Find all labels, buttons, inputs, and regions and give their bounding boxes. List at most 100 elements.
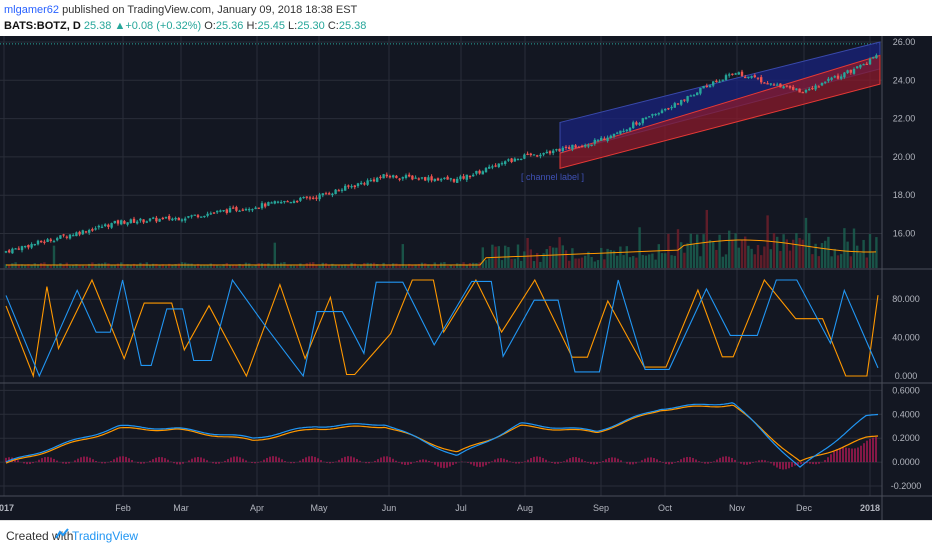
- candle-body: [248, 209, 251, 211]
- candle-body: [17, 248, 20, 250]
- candle-body: [491, 166, 494, 168]
- candle-body: [385, 174, 388, 177]
- tradingview-brand-link[interactable]: TradingView: [72, 529, 139, 543]
- candle-body: [465, 174, 468, 180]
- month-tick-label: Jun: [382, 503, 397, 513]
- volume-bar: [664, 253, 667, 268]
- last-price: 25.38: [83, 20, 112, 32]
- candle-body: [763, 82, 766, 84]
- candle-body: [184, 218, 187, 221]
- author-link[interactable]: mlgamer62: [4, 4, 60, 16]
- month-tick-label: 2017: [0, 503, 14, 513]
- candle-body: [276, 201, 280, 203]
- candle-body: [414, 177, 417, 179]
- volume-bar: [88, 263, 91, 268]
- candle-body: [545, 151, 548, 154]
- candle-body: [513, 158, 516, 162]
- volume-bar: [404, 265, 408, 268]
- candle-body: [27, 244, 30, 248]
- candle-body: [433, 178, 436, 182]
- candle-body: [625, 129, 628, 132]
- volume-bar: [68, 265, 72, 268]
- volume-bar: [142, 263, 145, 268]
- volume-bar: [376, 264, 379, 268]
- volume-bar: [72, 265, 75, 268]
- volume-bar: [788, 250, 792, 268]
- volume-bar: [353, 263, 356, 268]
- candle-body: [174, 217, 177, 220]
- volume-bar: [289, 264, 292, 268]
- volume-bar: [840, 254, 843, 268]
- candle-body: [65, 236, 68, 238]
- volume-bar: [430, 264, 433, 268]
- volume-bar: [564, 250, 568, 268]
- candle-body: [705, 85, 708, 88]
- volume-bar: [315, 264, 318, 268]
- candle-body: [43, 241, 46, 243]
- volume-bar: [686, 243, 689, 268]
- volume-bar: [763, 246, 766, 268]
- candle-body: [494, 165, 497, 167]
- volume-bar: [644, 255, 648, 268]
- volume-bar: [552, 247, 555, 268]
- candle-body: [443, 177, 446, 179]
- volume-bar: [411, 265, 414, 268]
- candle-body: [504, 161, 507, 164]
- month-tick-label: Apr: [250, 503, 264, 513]
- chart-canvas[interactable]: [ channel label ] 16.00 18.00 20.00 22.00 24…: [0, 36, 932, 520]
- published-text: published on TradingView.com, January 09…: [62, 4, 358, 16]
- volume-bar: [811, 254, 814, 268]
- volume-bar: [465, 265, 468, 268]
- candle-body: [606, 137, 609, 142]
- volume-bar: [539, 261, 542, 268]
- candle-body: [324, 193, 328, 195]
- candle-body: [270, 202, 273, 204]
- candle-body: [110, 223, 113, 228]
- candle-body: [283, 200, 286, 203]
- volume-bar: [603, 259, 606, 268]
- candle-body: [353, 185, 356, 188]
- candle-body: [337, 190, 340, 192]
- candle-body: [737, 72, 740, 75]
- candle-body: [84, 231, 88, 233]
- volume-bar: [219, 265, 222, 268]
- candle-body: [235, 207, 238, 211]
- candle-body: [280, 202, 283, 204]
- candle-body: [475, 170, 478, 174]
- candle-body: [430, 176, 433, 181]
- candle-body: [104, 224, 107, 227]
- month-tick-label: Aug: [517, 503, 533, 513]
- volume-bar: [638, 227, 641, 268]
- candle-body: [638, 122, 641, 125]
- candle-body: [356, 183, 360, 187]
- candle-body: [660, 110, 664, 113]
- candle-body: [555, 149, 558, 151]
- volume-bar: [699, 256, 702, 268]
- volume-bar: [737, 247, 740, 268]
- volume-bar: [260, 263, 264, 268]
- volume-bar: [132, 263, 136, 268]
- volume-bar: [747, 245, 750, 268]
- volume-bar: [11, 263, 14, 268]
- volume-bar: [232, 264, 235, 268]
- volume-bar: [379, 265, 382, 268]
- volume-bar: [574, 258, 577, 268]
- candle-body: [814, 85, 817, 90]
- volume-bar: [491, 244, 494, 268]
- candle-body: [75, 232, 78, 237]
- candle-body: [100, 226, 104, 228]
- oscillator-tick-label: 80.000: [892, 294, 920, 304]
- candle-body: [177, 217, 180, 221]
- candle-body: [456, 178, 459, 183]
- candle-body: [692, 95, 696, 97]
- candle-body: [724, 75, 728, 80]
- candle-body: [193, 214, 196, 216]
- oscillator-panel: [5, 278, 879, 379]
- candle-body: [568, 147, 571, 150]
- volume-bar: [776, 236, 779, 268]
- candle-body: [644, 117, 648, 120]
- candle-body: [228, 207, 232, 213]
- publish-line: mlgamer62 published on TradingView.com, …: [4, 3, 357, 17]
- candle-body: [321, 193, 324, 196]
- candle-body: [142, 219, 145, 223]
